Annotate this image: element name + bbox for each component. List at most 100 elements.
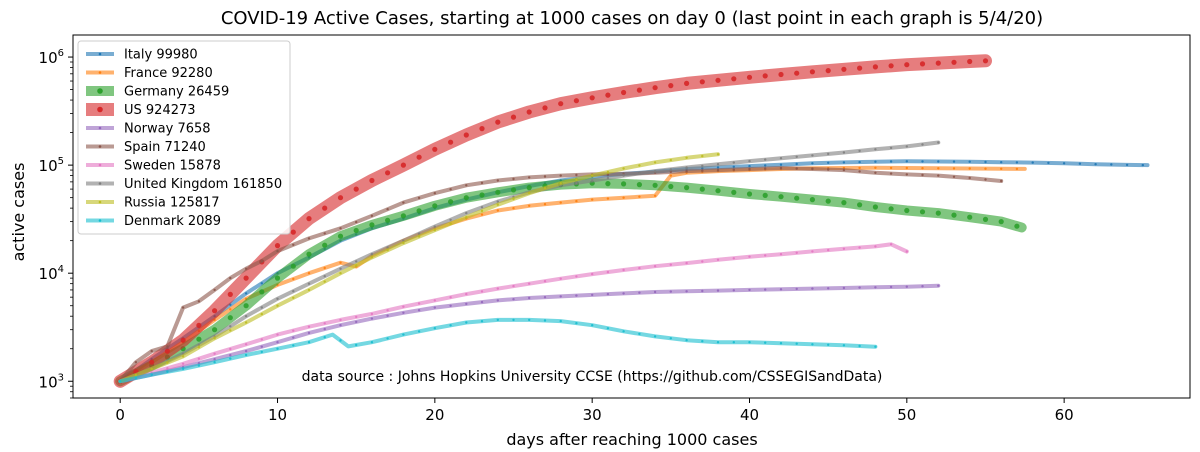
data-point [543,187,547,190]
data-point [573,98,580,104]
data-point [605,181,611,187]
data-point [369,177,375,184]
data-point [528,296,531,300]
data-point [479,192,485,198]
data-point [386,309,389,312]
legend-item: Norway 7658 [86,122,211,137]
data-point [416,208,422,214]
data-point [543,175,547,178]
y-tick-label: 104 [39,264,64,283]
data-point [370,317,374,320]
data-point [748,164,751,168]
data-point [779,166,783,170]
data-point [197,364,201,367]
data-point [558,101,564,107]
data-point [842,168,846,172]
data-point [260,259,263,263]
data-point [621,89,627,96]
data-point [449,188,452,191]
data-point [937,284,940,287]
data-point [889,160,893,163]
data-point [825,68,831,74]
data-point [496,318,499,322]
data-point [559,295,562,298]
data-point [465,321,468,324]
data-point [889,172,893,175]
data-point [306,216,312,222]
data-point [480,320,484,323]
data-point [591,179,594,182]
data-point [638,172,641,175]
data-point [778,71,784,78]
data-point [653,290,657,294]
data-point [512,298,515,301]
data-point [795,342,798,345]
data-point [449,222,452,225]
data-point [606,170,610,174]
data-point [307,272,311,275]
data-point [778,194,784,200]
data-point [669,263,672,266]
data-point [874,160,877,163]
data-point [337,233,344,239]
data-point [528,176,531,179]
data-point [512,284,515,288]
data-point [967,58,973,65]
data-point [732,165,735,168]
data-point [858,344,861,348]
data-point [919,61,926,67]
x-tick-label: 10 [268,406,287,424]
data-point [227,315,233,321]
data-point [196,336,202,342]
data-point [166,345,169,348]
data-point [559,277,562,280]
data-point [370,312,374,316]
legend-item: Sweden 15878 [86,159,221,174]
data-point [229,354,232,357]
data-point [276,341,279,344]
legend-label: United Kingdom 161850 [124,177,282,192]
data-point [764,158,767,161]
data-point [716,341,720,344]
data-point [150,373,153,376]
data-point [386,249,389,252]
data-point [701,164,704,168]
data-point [575,294,578,297]
data-point [653,265,657,268]
data-point [400,213,406,219]
data-point [732,257,735,260]
x-tick-label: 30 [583,406,602,424]
legend-item: US 924273 [86,103,196,118]
chart-title: COVID-19 Active Cases, starting at 1000 … [221,8,1043,29]
data-point [951,212,957,218]
legend-item: United Kingdom 161850 [86,177,282,192]
data-point [212,308,218,314]
legend-marker [98,52,102,56]
data-point [353,227,359,234]
legend-label: Denmark 2089 [124,214,221,229]
data-point [134,361,138,364]
data-point [276,304,279,307]
data-point [888,63,894,69]
data-point [244,315,248,318]
data-point [229,276,232,280]
data-point [842,151,846,154]
data-point [370,256,374,259]
data-point [181,362,185,365]
data-point [386,314,389,317]
data-point [307,282,311,285]
data-point [638,195,641,198]
plot-frame [72,34,1191,399]
data-point [952,160,956,163]
series-9 [118,317,878,384]
data-point [417,330,421,333]
data-point [779,288,783,291]
data-point [150,349,153,353]
data-point [685,169,688,173]
data-point [339,272,342,275]
data-point [355,315,358,319]
data-point [716,258,720,261]
data-point [905,173,908,176]
data-point [811,154,814,157]
